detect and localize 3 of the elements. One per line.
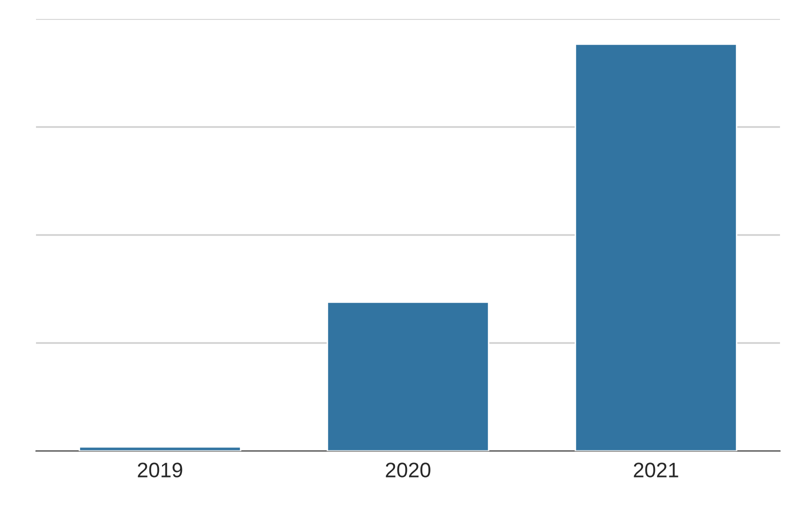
x-tick-label: 2021	[634, 462, 678, 478]
x-tick-label: 2020	[386, 462, 430, 478]
x-tick-label: 2019	[138, 462, 182, 478]
